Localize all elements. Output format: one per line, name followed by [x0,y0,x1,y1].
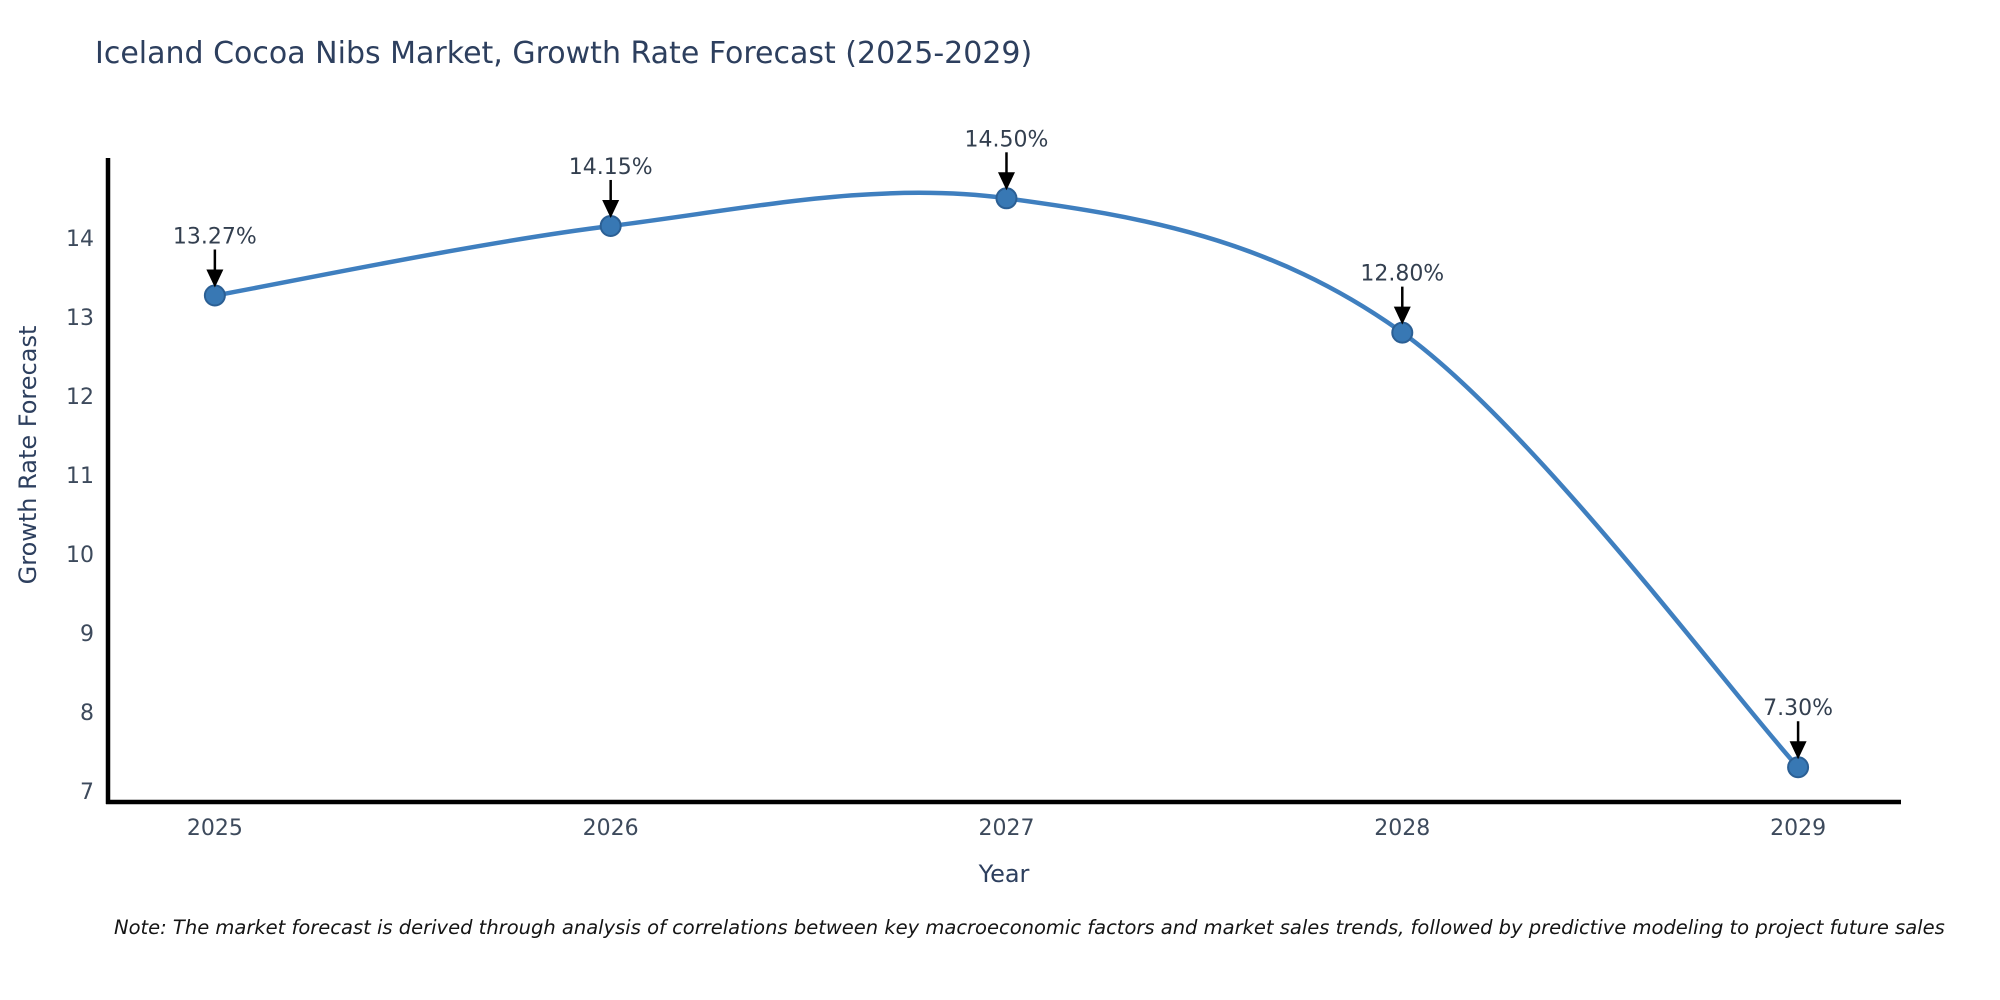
y-tick-label-14: 14 [66,227,94,252]
data-point-marker-2027[interactable] [995,187,1018,210]
annotation-label-2029: 7.30% [1763,696,1833,721]
y-tick-label-12: 12 [66,385,94,410]
x-axis-title: Year [978,860,1030,888]
annotation-arrowhead-2025 [206,269,224,288]
series-line [212,190,1801,770]
annotation-arrowhead-2027 [997,172,1015,191]
x-tick-label-2029: 2029 [1770,816,1826,841]
y-tick-label-9: 9 [80,622,94,647]
annotation-arrowhead-2028 [1393,306,1411,325]
chart-title: Iceland Cocoa Nibs Market, Growth Rate F… [95,36,1033,71]
y-tick-label-8: 8 [80,701,94,726]
x-tick-label-2028: 2028 [1374,816,1430,841]
annotation-label-2028: 12.80% [1360,262,1444,287]
annotation-label-2027: 14.50% [965,127,1049,152]
annotation-arrowhead-2026 [602,199,620,218]
data-point-marker-2025[interactable] [203,284,226,307]
annotation-arrowhead-2029 [1789,741,1807,760]
annotation-label-2026: 14.15% [569,155,653,180]
annotation-label-2025: 13.27% [173,224,257,249]
y-tick-label-11: 11 [66,464,94,489]
data-point-marker-2029[interactable] [1787,756,1810,779]
data-point-marker-2028[interactable] [1391,321,1414,344]
y-tick-label-10: 10 [66,543,94,568]
x-tick-label-2026: 2026 [583,816,639,841]
x-tick-label-2025: 2025 [187,816,243,841]
x-tick-label-2027: 2027 [978,816,1034,841]
data-point-marker-2026[interactable] [599,214,622,237]
footnote: Note: The market forecast is derived thr… [114,916,1945,939]
y-tick-label-13: 13 [66,306,94,331]
y-tick-label-7: 7 [80,780,94,805]
